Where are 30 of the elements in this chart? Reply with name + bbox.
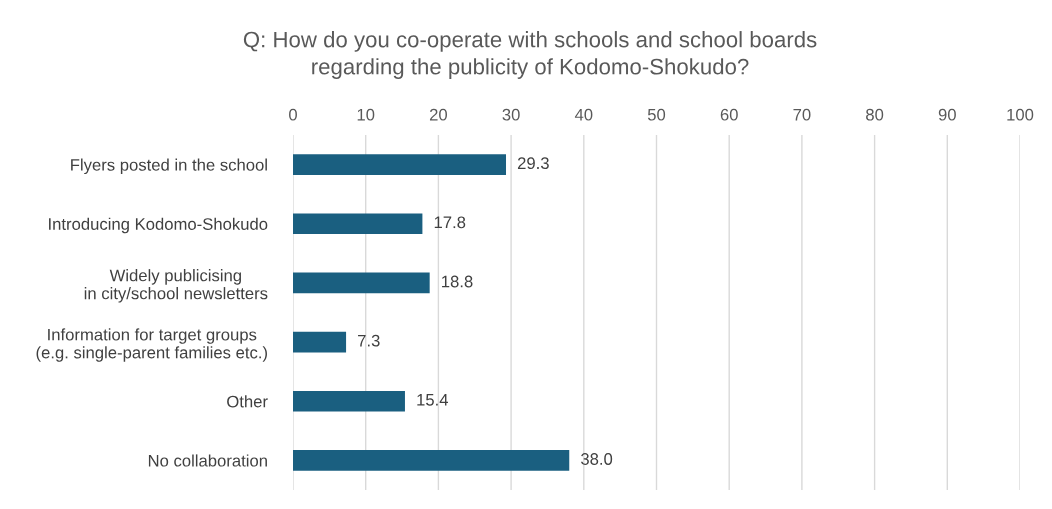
bar	[293, 272, 430, 294]
x-tick-label: 50	[647, 108, 666, 121]
x-tick-label: 100	[1007, 108, 1034, 121]
data-label: 15.4	[417, 394, 449, 406]
y-tick-label: No collaboration	[148, 454, 267, 467]
y-tick-label: Introducing Kodomo-Shokudo	[49, 217, 268, 234]
bar	[293, 331, 347, 353]
bar	[293, 450, 570, 471]
data-label: 17.8	[434, 216, 466, 229]
data-label: 29.3	[517, 157, 549, 170]
x-tick-label: 10	[357, 108, 375, 121]
x-tick-label: 30	[502, 108, 520, 121]
x-tick-label: 80	[866, 108, 884, 121]
data-label: 18.8	[442, 275, 473, 288]
data-label: 7.3	[358, 334, 380, 347]
bar	[293, 154, 507, 175]
y-tick-label: Widely publicising in city/school newsletters	[84, 269, 268, 303]
data-label: 38.0	[581, 453, 613, 465]
chart-title: Q: How do you co-operate with schools and school boards regarding the publicity of Kodomo-Shokudo?	[243, 31, 817, 79]
x-tick-label: 70	[793, 108, 811, 121]
bar	[293, 213, 423, 235]
x-tick-label: 90	[938, 108, 956, 121]
y-tick-label: Information for target groups (e.g. single-parent families etc.)	[36, 328, 267, 362]
x-tick-label: 20	[429, 108, 448, 121]
x-tick-label: 40	[574, 108, 593, 121]
x-tick-label: 60	[720, 108, 738, 121]
x-tick-label: 0	[289, 108, 297, 121]
bar	[293, 390, 405, 412]
y-tick-label: Flyers posted in the school	[71, 158, 267, 175]
y-tick-label: Other	[227, 395, 268, 408]
